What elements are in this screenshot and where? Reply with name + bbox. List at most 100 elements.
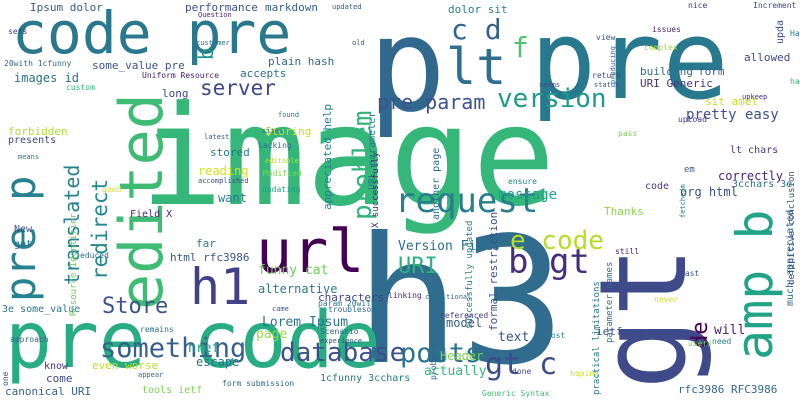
- word-cost: cost: [546, 331, 566, 340]
- word-p: p: [368, 0, 447, 141]
- word-referenced: referenced: [440, 311, 489, 320]
- word-f: f: [512, 31, 529, 64]
- word-probably: probably: [429, 341, 438, 380]
- word-updated: updated: [332, 3, 362, 11]
- word-customer: customer: [196, 39, 230, 47]
- word-linking: linking: [388, 291, 422, 300]
- word-b-gt: b gt: [508, 242, 590, 282]
- word-pre-code: pre code: [5, 296, 381, 386]
- word-redirect: redirect: [88, 178, 112, 280]
- word-sets: sets: [8, 27, 28, 36]
- word-done: done: [512, 367, 532, 376]
- word-funny-cat: funny cat: [258, 263, 329, 278]
- word-updating: updating: [262, 185, 301, 194]
- word-pretty-easy: pretty easy: [686, 107, 779, 123]
- word-form-submission: form submission: [222, 379, 295, 388]
- word-fetchedm: fetchedm: [679, 184, 687, 218]
- word-sites: sites: [262, 127, 284, 135]
- word-appreciated-help: appreciated help: [321, 104, 334, 210]
- word-experience: experience: [320, 337, 363, 345]
- word-resource-identifier: Resource Identifier: [69, 213, 79, 316]
- word-came: came: [272, 305, 289, 313]
- word-b: b: [194, 47, 218, 60]
- word-old: old: [352, 39, 365, 47]
- word-some-value-pre: some_value pre: [92, 59, 185, 72]
- word-3e-some-value: 3e some_value: [2, 304, 81, 315]
- word-model: model: [446, 316, 483, 330]
- word-ensure: ensure: [508, 177, 537, 186]
- word-database: database: [280, 338, 406, 368]
- word-org-html: org html: [680, 185, 738, 199]
- word-troublesome: troublesome: [328, 305, 381, 314]
- word-storing: Storing: [265, 125, 312, 138]
- word-lorem-ipsum: Lorem Ipsum: [262, 315, 349, 330]
- word-know: know: [44, 361, 69, 372]
- word-upda: upda: [775, 19, 786, 44]
- word-seems: seems: [539, 81, 561, 89]
- word-store: Store: [102, 294, 169, 319]
- word-formal-restriction: formal restriction: [487, 211, 500, 331]
- word-got: got: [14, 239, 33, 250]
- word-c-d: c d: [451, 13, 502, 46]
- word-1cfunny-3cchars: 1cfunny 3cchars: [320, 373, 411, 384]
- word-request: request: [395, 181, 539, 221]
- word-practical-limitations: practical limitations: [592, 281, 602, 395]
- word-accomplished: accomplished: [198, 177, 249, 185]
- word-question: Question: [198, 11, 232, 19]
- word-text: text: [498, 330, 530, 345]
- word-correctly: correctly: [718, 169, 784, 183]
- word-definitive-conclusion: definitive conclusion: [787, 171, 797, 285]
- word-custom: custom: [66, 83, 95, 92]
- word-accepts: accepts: [240, 67, 287, 80]
- word-long: long: [162, 87, 189, 100]
- word-uri-generic: URI Generic: [640, 77, 713, 90]
- word-edited: edited: [107, 93, 177, 310]
- word-3cchars-3e: 3cchars 3e: [732, 179, 793, 190]
- word-scenario: Scenario: [320, 327, 359, 336]
- word-plain-hash: plain hash: [268, 55, 335, 68]
- word-characters: characters: [318, 291, 385, 304]
- word-performance: performance: [185, 1, 258, 14]
- word-issues: issues: [652, 25, 681, 34]
- word-status: status: [594, 81, 620, 89]
- word-return: return: [592, 71, 621, 80]
- word-parameter-names: parameter names: [605, 261, 615, 343]
- word-x-successfully: X successfully: [371, 152, 381, 228]
- word-gt-c: gt c: [485, 347, 558, 382]
- word-ietf-org: ietf org: [596, 325, 649, 338]
- word-want: want: [218, 191, 247, 205]
- word-header: Header: [440, 349, 484, 363]
- word-form: form: [698, 65, 725, 78]
- word-rfc3986-rfc3986: rfc3986 RFC3986: [678, 383, 778, 396]
- word-users: users: [688, 339, 713, 348]
- word-uniform-resource: Uniform Resource: [142, 71, 220, 80]
- word-good: good: [102, 185, 122, 194]
- word-em: em: [684, 165, 695, 175]
- word-upload: upload: [678, 115, 707, 124]
- word-server: server: [200, 76, 276, 100]
- word-building: building: [640, 65, 693, 78]
- word-pre-param: pre param: [377, 90, 486, 114]
- word-param-20with: param 20with: [318, 299, 376, 308]
- word-e-code: e code: [510, 226, 604, 256]
- word-will: will: [714, 323, 746, 338]
- word-tools-ietf: tools ietf: [142, 385, 203, 396]
- word-lt: lt: [446, 38, 507, 96]
- word-allowed: allowed: [744, 51, 791, 64]
- word-nice: nice: [688, 1, 708, 10]
- word-uri: URI: [398, 254, 438, 279]
- word-hoping: hoping: [570, 369, 599, 378]
- word-presents: presents: [8, 135, 57, 146]
- word-gt: gt: [575, 245, 714, 391]
- word-need: need: [712, 337, 732, 346]
- word-ha-lower: ha: [790, 77, 800, 86]
- word-means: means: [18, 153, 40, 161]
- word-sit-amet: sit amet: [705, 95, 758, 108]
- word-pre: pre: [530, 0, 729, 124]
- word-producing: producing: [609, 46, 617, 84]
- word-ipsum-dolor: Ipsum dolor: [30, 1, 103, 14]
- word-far: far: [196, 237, 216, 250]
- word-lt-chars: lt chars: [730, 145, 779, 156]
- word-h1: h1: [190, 258, 251, 316]
